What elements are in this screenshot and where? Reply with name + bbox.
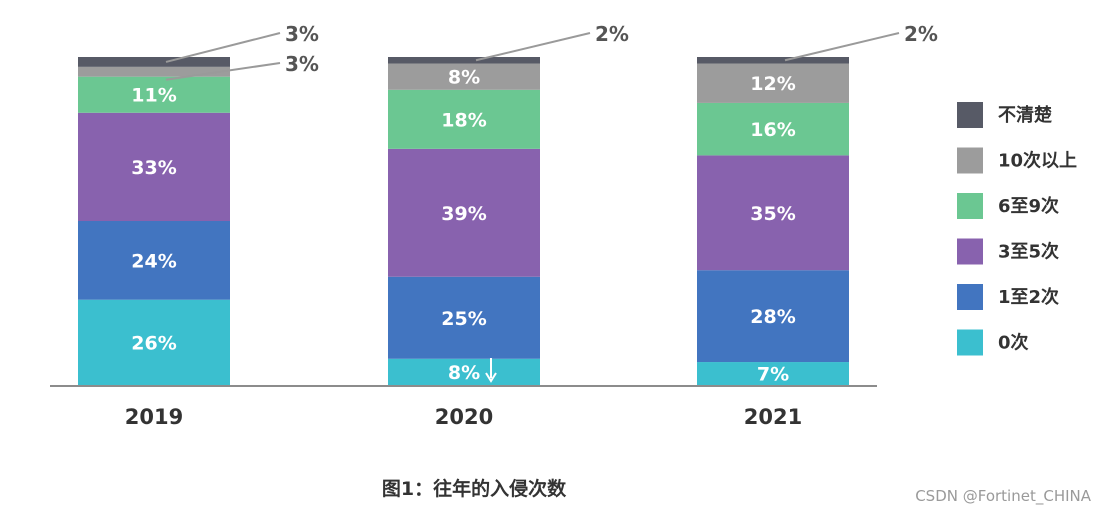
data-label-2020-0: 8% — [448, 362, 480, 384]
bar-segment-2020-4 — [388, 63, 540, 90]
bar-segment-2021-3 — [697, 102, 849, 156]
bar-segment-2021-2 — [697, 155, 849, 271]
bar-segment-2019-0 — [78, 299, 230, 385]
legend-swatch-4 — [957, 147, 983, 174]
bar-segment-2019-2 — [78, 112, 230, 221]
data-label-2019-2: 33% — [131, 157, 176, 179]
legend-swatch-5 — [957, 102, 983, 128]
data-label-2021-4: 12% — [750, 73, 795, 95]
legend-swatch-3 — [957, 193, 983, 219]
data-label-2019-5: 3% — [285, 22, 319, 46]
bar-segment-2021-4 — [697, 63, 849, 103]
data-label-2019-4: 3% — [285, 52, 319, 76]
data-label-2020-2: 39% — [441, 203, 486, 225]
bar-segment-2019-1 — [78, 221, 230, 300]
leader-line-2020-5 — [475, 32, 591, 62]
data-label-2021-1: 28% — [750, 306, 795, 328]
legend-label-1: 1至2次 — [998, 286, 1059, 308]
legend-label-2: 3至5次 — [998, 241, 1059, 263]
legend-label-5: 不清楚 — [998, 104, 1052, 126]
chart-title: 图1：往年的入侵次数 — [382, 477, 567, 500]
bar-segment-2021-1 — [697, 270, 849, 363]
data-label-2019-0: 26% — [131, 332, 176, 354]
data-label-2021-5: 2% — [904, 22, 938, 46]
data-label-2021-0: 7% — [757, 364, 789, 386]
x-tick-label-2020: 2020 — [435, 405, 493, 429]
legend-swatch-1 — [957, 284, 983, 310]
data-label-2021-2: 35% — [750, 203, 795, 225]
leader-line-2021-5 — [784, 32, 900, 62]
data-label-2019-3: 11% — [131, 85, 176, 107]
x-tick-label-2021: 2021 — [744, 405, 802, 429]
bar-segment-2020-3 — [388, 89, 540, 149]
bar-segment-2020-1 — [388, 276, 540, 359]
data-label-2020-5: 2% — [595, 22, 629, 46]
x-tick-label-2019: 2019 — [125, 405, 183, 429]
bar-segment-2019-4 — [78, 66, 230, 77]
legend-label-3: 6至9次 — [998, 195, 1059, 217]
watermark: CSDN @Fortinet_CHINA — [915, 487, 1091, 505]
down-arrow-head-icon — [485, 372, 497, 383]
bar-segment-2020-0 — [388, 358, 540, 385]
bar-segment-2021-5 — [697, 57, 849, 64]
bar-segment-2021-0 — [697, 362, 849, 385]
data-label-2020-3: 18% — [441, 109, 486, 131]
legend-label-4: 10次以上 — [998, 150, 1077, 172]
bar-segment-2020-5 — [388, 57, 540, 64]
leader-line-2019-5 — [165, 32, 281, 63]
bar-segment-2019-5 — [78, 57, 230, 67]
legend-swatch-0 — [957, 329, 983, 356]
legend-swatch-2 — [957, 238, 983, 265]
bar-segment-2020-2 — [388, 148, 540, 277]
leader-line-2019-4 — [165, 62, 281, 81]
data-label-2020-4: 8% — [448, 67, 480, 89]
data-label-2021-3: 16% — [750, 119, 795, 141]
legend-label-0: 0次 — [998, 332, 1029, 354]
bar-segment-2019-3 — [78, 76, 230, 113]
data-label-2020-1: 25% — [441, 308, 486, 330]
data-label-2019-1: 24% — [131, 250, 176, 272]
